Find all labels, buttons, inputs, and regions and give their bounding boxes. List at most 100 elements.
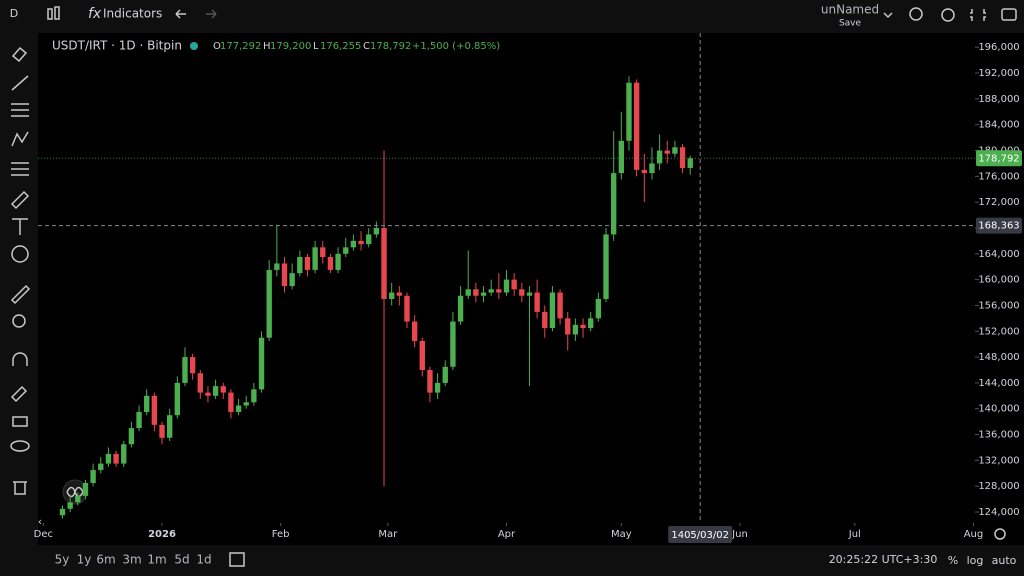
snapshot-icon[interactable] <box>1001 8 1017 21</box>
y-tick-label: 188,000 <box>978 94 1019 105</box>
candle-body <box>557 292 563 319</box>
date-range-icon[interactable] <box>229 552 245 567</box>
chart-type-icon[interactable] <box>47 6 60 20</box>
range-button[interactable]: 3m <box>122 553 141 567</box>
candle-body <box>618 140 625 174</box>
text-tool[interactable] <box>12 218 28 235</box>
candle-body <box>366 234 372 245</box>
candle-body <box>304 257 311 270</box>
dropdown-icon[interactable] <box>883 12 893 19</box>
auto-toggle[interactable]: auto <box>992 554 1017 567</box>
range-button[interactable]: 5y <box>55 553 70 567</box>
range-button[interactable]: 6m <box>96 553 115 567</box>
interval-button[interactable]: D <box>10 7 18 20</box>
candle-body <box>672 147 678 154</box>
axis-settings-icon[interactable] <box>994 528 1006 540</box>
candle-body <box>274 263 280 270</box>
candle-body <box>404 295 410 322</box>
fullscreen-icon[interactable] <box>970 9 986 21</box>
candle-body <box>381 227 387 299</box>
candle-body <box>166 415 173 438</box>
redo-icon[interactable] <box>206 9 217 19</box>
range-button[interactable]: 1y <box>77 553 92 567</box>
candle-body <box>281 263 288 287</box>
candle-body <box>174 382 181 416</box>
candle-body <box>289 273 295 287</box>
percent-toggle[interactable]: % <box>948 554 958 567</box>
last-price-tag <box>976 150 1022 167</box>
x-tick-label: 2026 <box>148 529 176 540</box>
log-toggle[interactable]: log <box>967 554 984 567</box>
candle-body <box>90 470 96 483</box>
candle-body <box>603 234 609 299</box>
save-button[interactable]: Save <box>839 19 862 29</box>
candle-body <box>121 444 127 464</box>
eraser-tool[interactable] <box>11 46 28 63</box>
layout-name[interactable]: unNamed <box>821 3 879 17</box>
crosshair-x-label: 1405/03/02 <box>671 530 729 541</box>
brush-tool[interactable] <box>10 190 30 210</box>
lock-drawing-tool[interactable] <box>10 385 28 403</box>
y-tick-label: 156,000 <box>978 300 1019 311</box>
candle-body <box>526 292 533 296</box>
candle-body <box>144 395 150 412</box>
candle-body <box>388 292 395 299</box>
fib-tool[interactable] <box>11 103 29 117</box>
candle-body <box>480 292 487 296</box>
settings-icon[interactable] <box>941 8 955 22</box>
pattern-tool[interactable] <box>11 131 29 147</box>
candle-body <box>473 289 479 296</box>
candle-body <box>320 247 326 258</box>
hide-tool[interactable] <box>10 440 30 452</box>
fx-icon[interactable]: fx <box>88 6 102 22</box>
candle-body <box>151 395 158 425</box>
range-button[interactable]: 5d <box>174 553 189 567</box>
y-tick-label: 192,000 <box>978 68 1019 79</box>
candle-body <box>488 289 494 293</box>
indicators-button[interactable]: Indicators <box>103 7 162 21</box>
candle-body <box>656 150 663 164</box>
candle-body <box>220 386 226 393</box>
candle-body <box>358 240 364 245</box>
trend-line-tool[interactable] <box>11 75 29 91</box>
x-tick-label: Jun <box>731 529 748 540</box>
candle-body <box>197 373 203 393</box>
x-tick-label: May <box>611 529 632 540</box>
candle-body <box>343 247 349 254</box>
candle-body <box>228 392 234 412</box>
x-tick-label: Apr <box>498 529 516 540</box>
candle-body <box>266 269 272 338</box>
magnet-tool[interactable] <box>12 352 28 366</box>
y-tick-label: 160,000 <box>978 275 1019 286</box>
range-button[interactable]: 1m <box>147 553 166 567</box>
last-price-label: 178,792 <box>978 153 1019 164</box>
search-icon[interactable] <box>909 7 923 21</box>
y-tick-label: 140,000 <box>978 404 1019 415</box>
zoom-tool[interactable] <box>12 314 26 328</box>
y-tick-label: 144,000 <box>978 378 1019 389</box>
scroll-left[interactable]: ‹ <box>38 515 42 528</box>
candle-body <box>235 405 242 412</box>
ohlc-value: 178,792 <box>370 41 411 52</box>
emoji-tool[interactable] <box>11 245 29 263</box>
ruler-tool[interactable] <box>10 284 31 305</box>
candle-body <box>205 392 211 396</box>
y-tick-label: 176,000 <box>978 171 1019 182</box>
undo-icon[interactable] <box>175 9 186 19</box>
y-tick-label: 152,000 <box>978 326 1019 337</box>
range-button[interactable]: 1d <box>196 553 211 567</box>
delete-tool[interactable] <box>13 481 27 495</box>
candle-body <box>626 82 632 141</box>
prediction-tool[interactable] <box>11 162 29 176</box>
ohlc-key: L <box>313 41 319 52</box>
crosshair-x-tag <box>668 526 733 543</box>
chart-pane <box>38 33 1024 545</box>
candle-body <box>212 386 219 396</box>
clock: 20:25:22 UTC+3:30 <box>829 553 938 566</box>
candle-body <box>113 453 119 464</box>
y-tick-label: 136,000 <box>978 430 1019 441</box>
lock-tool[interactable] <box>12 416 28 427</box>
candle-body <box>335 253 341 270</box>
candle-body <box>373 227 380 235</box>
